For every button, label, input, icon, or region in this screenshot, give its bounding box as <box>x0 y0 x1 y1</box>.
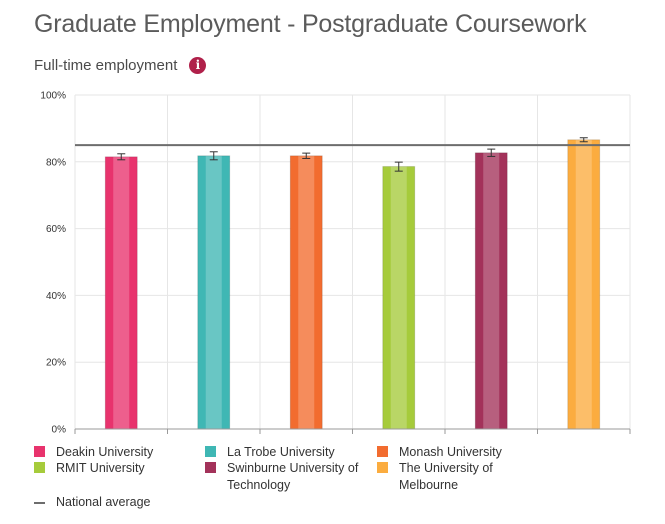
info-icon[interactable]: i <box>189 56 207 74</box>
legend-swatch <box>34 462 45 473</box>
bar-chart: 0% 20% 40% 60% 80% 100% <box>40 91 631 436</box>
legend-swatch <box>377 462 388 473</box>
bar-highlight <box>205 155 222 429</box>
bar <box>567 139 600 430</box>
legend-swatch <box>377 446 388 457</box>
legend-label: La Trobe University <box>227 445 335 459</box>
y-tick-label: 80% <box>46 157 66 168</box>
legend-line <box>34 502 45 504</box>
legend-item-la-trobe-university[interactable]: La Trobe University <box>205 444 375 461</box>
legend-item-deakin-university[interactable]: Deakin University <box>34 444 199 461</box>
bar-highlight <box>390 166 407 429</box>
bar <box>290 155 323 429</box>
y-tick-label: 100% <box>40 91 66 102</box>
bar <box>197 155 230 429</box>
subtitle-row: Full-time employment i <box>34 54 207 76</box>
legend-swatch <box>34 446 45 457</box>
chart-subtitle: Full-time employment <box>34 56 178 74</box>
legend-label: Deakin University <box>56 445 154 459</box>
y-tick-label: 60% <box>46 224 66 235</box>
bar-highlight <box>298 155 315 429</box>
page-title: Graduate Employment - Postgraduate Cours… <box>34 10 587 38</box>
legend-item-the-university-of-melbourne[interactable]: The University of Melbourne <box>377 460 515 494</box>
bar-highlight <box>113 156 130 429</box>
legend-label: RMIT University <box>56 461 145 475</box>
legend-item-national-average[interactable]: National average <box>34 494 234 511</box>
bar-highlight <box>483 152 500 430</box>
legend-swatch <box>205 446 216 457</box>
bar <box>382 166 415 429</box>
legend-label: The University of Melbourne <box>399 461 493 492</box>
bar-highlight <box>575 139 592 430</box>
legend-label: National average <box>56 495 151 509</box>
legend-swatch <box>205 462 216 473</box>
y-tick-label: 20% <box>46 358 66 369</box>
legend-item-rmit-university[interactable]: RMIT University <box>34 460 199 477</box>
bar <box>475 152 508 430</box>
legend-item-swinburne-university-of-technology[interactable]: Swinburne University of Technology <box>205 460 375 494</box>
legend-item-monash-university[interactable]: Monash University <box>377 444 547 461</box>
y-tick-label: 40% <box>46 291 66 302</box>
y-tick-label: 0% <box>52 425 67 436</box>
bar <box>105 156 138 429</box>
legend: Deakin University La Trobe University Mo… <box>34 444 654 524</box>
legend-label: Monash University <box>399 445 502 459</box>
legend-label: Swinburne University of Technology <box>227 461 359 492</box>
